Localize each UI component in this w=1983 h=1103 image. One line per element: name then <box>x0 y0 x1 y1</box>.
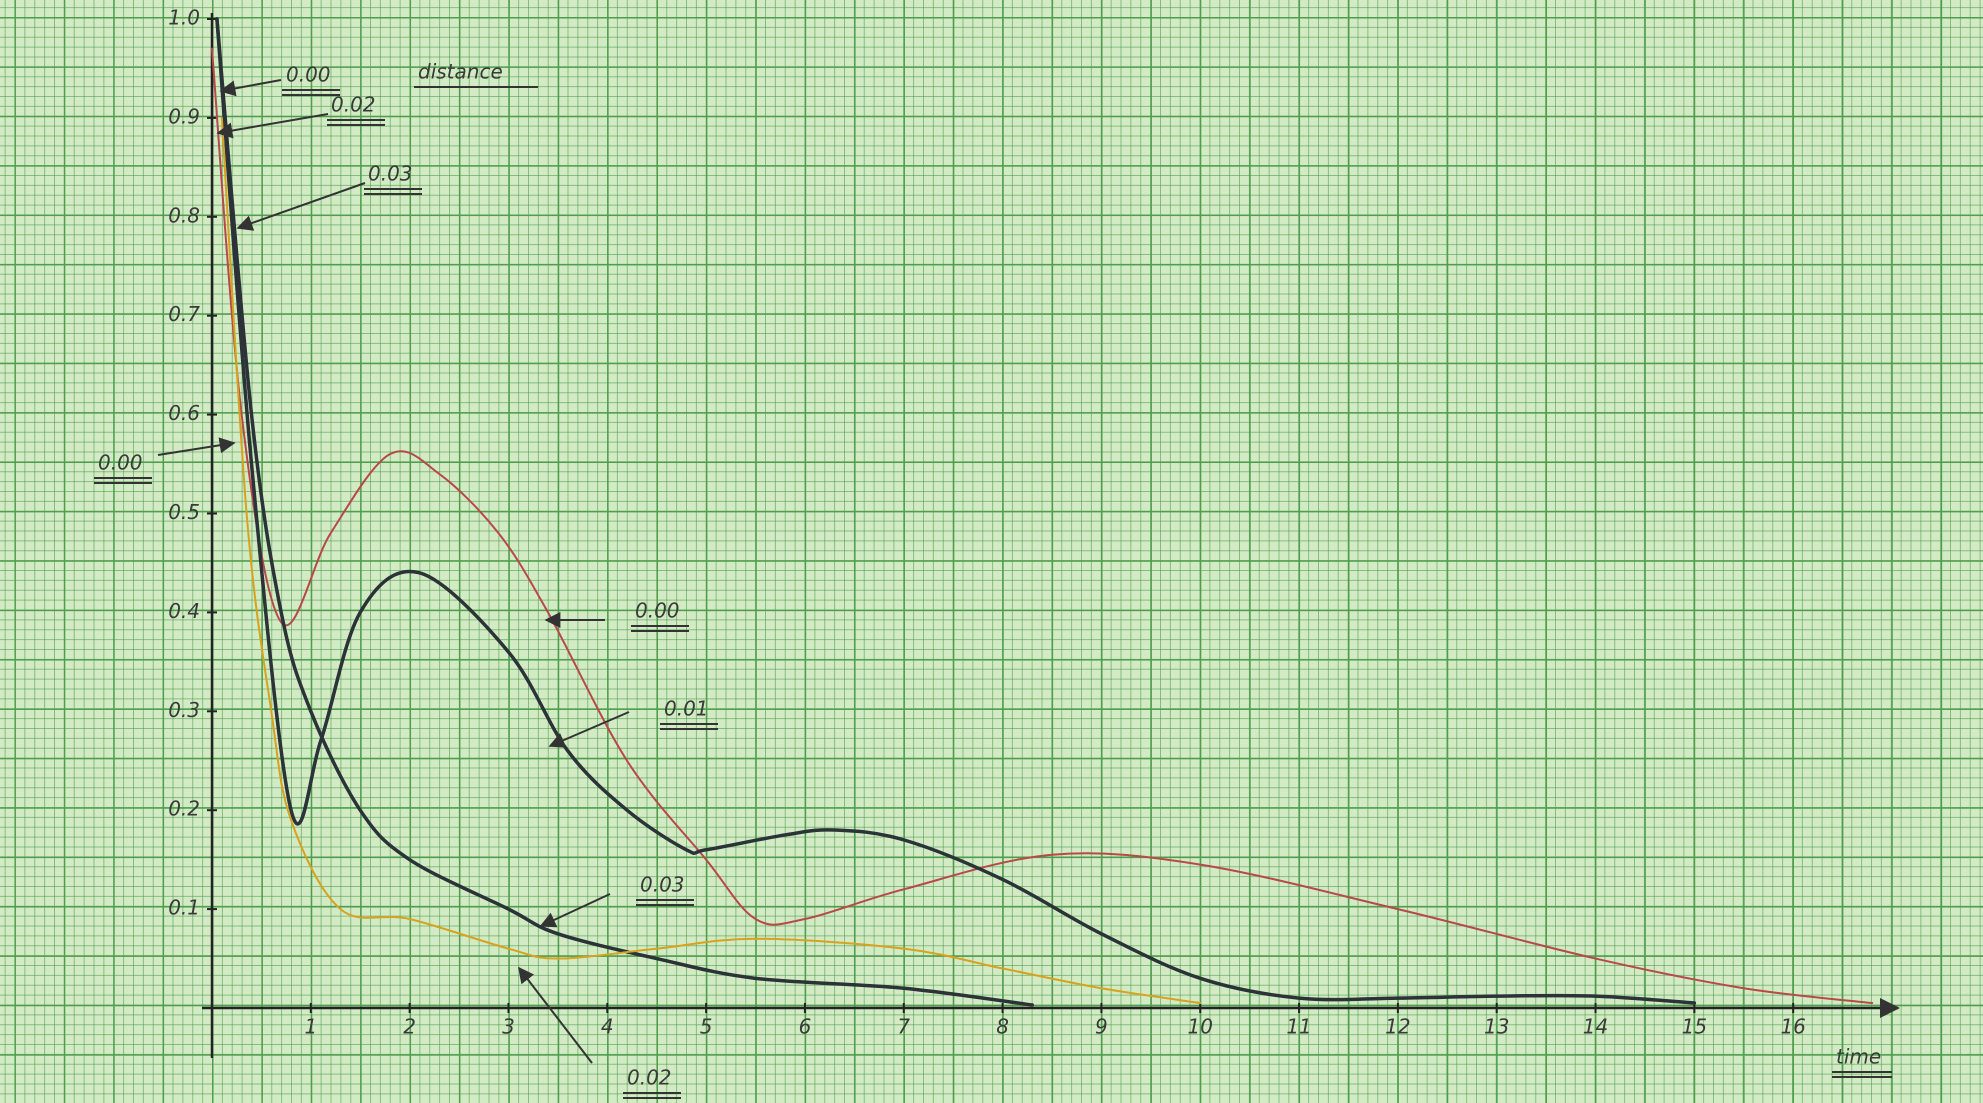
annotation: 0.03 <box>368 162 413 186</box>
y-tick-label: 0.8 <box>168 203 200 227</box>
x-tick-label: 8 <box>996 1015 1009 1039</box>
series-line <box>217 19 1032 1005</box>
y-tick-label: 0.2 <box>168 797 200 821</box>
y-tick-label: 1.0 <box>168 6 200 30</box>
series-line <box>222 118 1200 1003</box>
x-tick-label: 4 <box>601 1015 614 1039</box>
y-tick-label: 0.5 <box>168 500 200 524</box>
annotation-arrow <box>541 894 610 926</box>
series-line <box>212 49 1872 1003</box>
y-tick-label: 0.1 <box>168 896 200 920</box>
series-label: 0.03 <box>640 873 685 897</box>
x-tick-label: 12 <box>1385 1015 1410 1039</box>
annotation: 0.00 <box>286 63 331 87</box>
series-label: 0.00 <box>635 599 680 623</box>
annotation-arrow <box>550 712 629 746</box>
series-label: 0.01 <box>664 697 709 721</box>
x-tick-label: 6 <box>799 1015 812 1039</box>
annotation: 0.02 <box>331 93 376 117</box>
x-tick-label: 10 <box>1188 1015 1213 1039</box>
y-tick-label: 0.3 <box>168 698 200 722</box>
x-tick-label: 1 <box>304 1015 317 1039</box>
page: 123456789101112131415160.10.20.30.40.50.… <box>0 0 1983 1103</box>
annotation-arrow <box>221 80 281 91</box>
x-tick-label: 5 <box>700 1015 713 1039</box>
chart: 123456789101112131415160.10.20.30.40.50.… <box>0 0 1983 1103</box>
x-tick-label: 7 <box>897 1015 910 1039</box>
x-tick-label: 11 <box>1286 1015 1311 1039</box>
annotation-arrow <box>519 968 592 1063</box>
y-axis-title: distance <box>418 60 503 84</box>
x-axis-title: time <box>1836 1045 1881 1069</box>
y-tick-label: 0.6 <box>168 401 200 425</box>
annotation-arrow <box>158 443 234 455</box>
x-tick-label: 13 <box>1484 1015 1509 1039</box>
x-tick-label: 16 <box>1780 1015 1805 1039</box>
series-label: 0.02 <box>627 1066 672 1090</box>
x-tick-label: 3 <box>502 1015 515 1039</box>
x-tick-label: 9 <box>1095 1015 1108 1039</box>
y-tick-label: 0.7 <box>168 302 200 326</box>
annotation-arrow <box>238 183 365 228</box>
y-tick-label: 0.4 <box>168 599 200 623</box>
series-line <box>217 19 1694 1003</box>
annotation: 0.00 <box>98 451 143 475</box>
y-tick-label: 0.9 <box>168 104 200 128</box>
annotation-arrow <box>218 114 328 133</box>
x-tick-label: 14 <box>1583 1015 1608 1039</box>
x-tick-label: 2 <box>403 1015 416 1039</box>
x-tick-label: 15 <box>1682 1015 1707 1039</box>
